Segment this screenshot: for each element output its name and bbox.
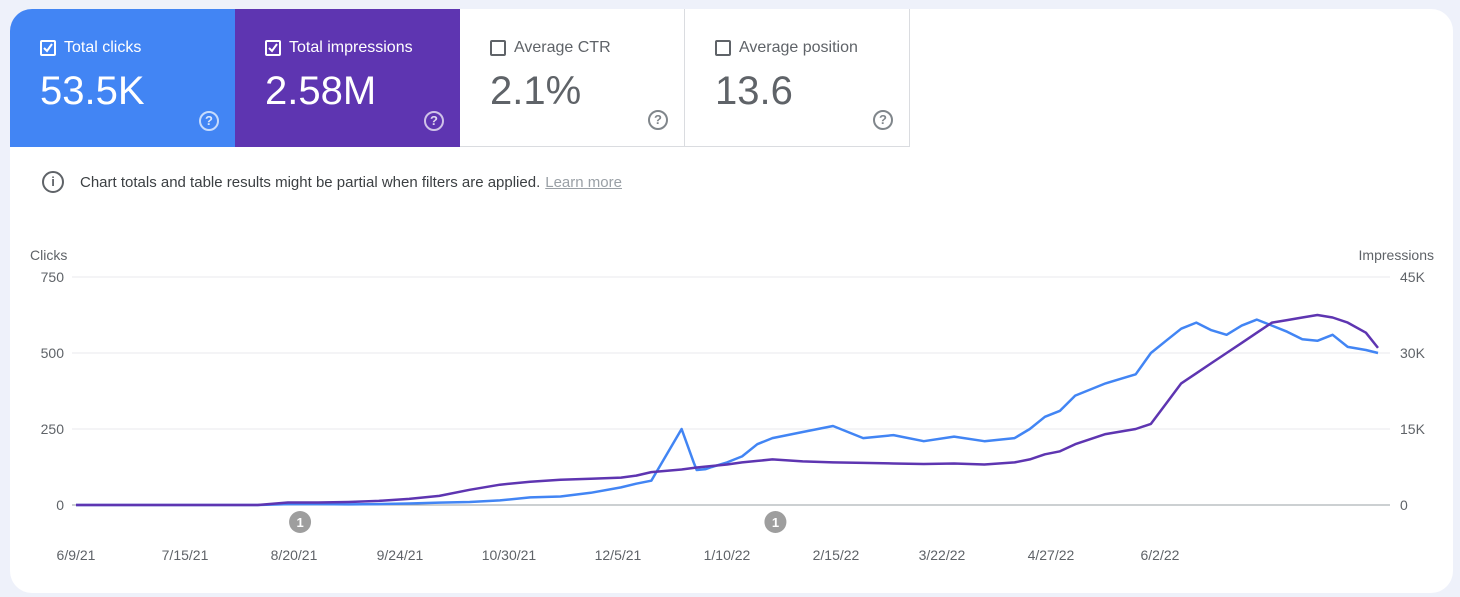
checkbox-unchecked-icon[interactable] bbox=[715, 40, 731, 56]
metric-label: Total impressions bbox=[289, 39, 413, 56]
help-icon[interactable]: ? bbox=[199, 111, 219, 131]
help-icon[interactable]: ? bbox=[873, 110, 893, 130]
y-left-tick-label: 0 bbox=[56, 497, 64, 513]
annotation-marker bbox=[289, 511, 312, 533]
checkbox-checked-icon[interactable] bbox=[40, 40, 56, 56]
performance-chart: 750 45K 500 30K 250 15K 0 0 6/9/21 7/15/21 8/20/21… bbox=[41, 269, 1426, 563]
annotation-label: 1 bbox=[772, 515, 779, 530]
metric-value: 53.5K bbox=[40, 69, 145, 113]
x-tick-label: 7/15/21 bbox=[162, 547, 209, 563]
metric-average-ctr[interactable]: Average CTR 2.1% ? bbox=[460, 9, 685, 147]
x-tick-label: 4/27/22 bbox=[1028, 547, 1075, 563]
x-tick-label: 2/15/22 bbox=[813, 547, 860, 563]
metric-value: 2.58M bbox=[265, 69, 377, 113]
metric-label: Total clicks bbox=[64, 39, 142, 56]
series-line-clicks bbox=[76, 318, 1379, 507]
help-icon[interactable]: ? bbox=[648, 110, 668, 130]
annotation-marker bbox=[764, 511, 787, 533]
y-right-tick-label: 15K bbox=[1400, 421, 1426, 437]
x-tick-label: 3/22/22 bbox=[919, 547, 966, 563]
y-left-axis-title: Clicks bbox=[30, 247, 68, 263]
x-tick-label: 9/24/21 bbox=[377, 547, 424, 563]
y-left-tick-label: 750 bbox=[41, 269, 65, 285]
metric-value: 2.1% bbox=[490, 69, 582, 113]
help-icon[interactable]: ? bbox=[424, 111, 444, 131]
checkbox-unchecked-icon[interactable] bbox=[490, 40, 506, 56]
x-tick-label: 6/2/22 bbox=[1140, 547, 1179, 563]
y-left-tick-label: 250 bbox=[41, 421, 65, 437]
x-tick-label: 8/20/21 bbox=[271, 547, 318, 563]
series-line-impressions bbox=[76, 313, 1379, 507]
x-tick-label: 1/10/22 bbox=[704, 547, 751, 563]
x-tick-label: 12/5/21 bbox=[595, 547, 642, 563]
checkbox-checked-icon[interactable] bbox=[265, 40, 281, 56]
performance-card: Total clicks 53.5K ? Total impressions 2… bbox=[10, 9, 1453, 593]
metric-label: Average CTR bbox=[514, 39, 611, 56]
metric-total-impressions[interactable]: Total impressions 2.58M ? bbox=[235, 9, 460, 147]
info-icon: i bbox=[42, 171, 64, 193]
notice-text: Chart totals and table results might be … bbox=[80, 173, 541, 191]
metric-value: 13.6 bbox=[715, 69, 793, 113]
learn-more-link[interactable]: Learn more bbox=[545, 173, 622, 191]
y-left-tick-label: 500 bbox=[41, 345, 65, 361]
filter-notice: i Chart totals and table results might b… bbox=[42, 171, 622, 193]
annotation-label: 1 bbox=[296, 515, 303, 530]
y-right-axis-title: Impressions bbox=[1358, 247, 1434, 263]
x-tick-label: 6/9/21 bbox=[57, 547, 96, 563]
y-right-tick-label: 45K bbox=[1400, 269, 1426, 285]
metric-average-position[interactable]: Average position 13.6 ? bbox=[685, 9, 910, 147]
y-right-tick-label: 30K bbox=[1400, 345, 1426, 361]
y-right-tick-label: 0 bbox=[1400, 497, 1408, 513]
x-tick-label: 10/30/21 bbox=[482, 547, 537, 563]
metric-label: Average position bbox=[739, 39, 858, 56]
metric-total-clicks[interactable]: Total clicks 53.5K ? bbox=[10, 9, 235, 147]
metric-tabs: Total clicks 53.5K ? Total impressions 2… bbox=[10, 9, 910, 147]
